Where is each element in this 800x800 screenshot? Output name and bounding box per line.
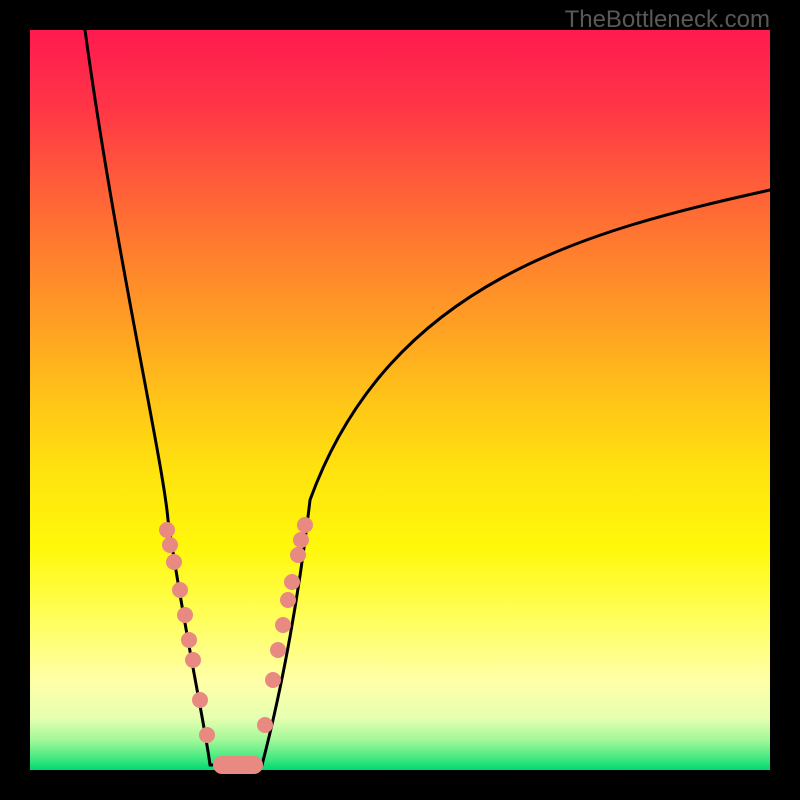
marker-right bbox=[290, 547, 306, 563]
marker-left bbox=[177, 607, 193, 623]
marker-right bbox=[265, 672, 281, 688]
marker-right bbox=[270, 642, 286, 658]
marker-right bbox=[293, 532, 309, 548]
marker-left bbox=[159, 522, 175, 538]
chart-container: TheBottleneck.com bbox=[0, 0, 800, 800]
marker-left bbox=[192, 692, 208, 708]
marker-right bbox=[297, 517, 313, 533]
plot-background bbox=[30, 30, 770, 770]
marker-left bbox=[162, 537, 178, 553]
watermark-text: TheBottleneck.com bbox=[565, 6, 770, 34]
marker-right bbox=[280, 592, 296, 608]
marker-left bbox=[181, 632, 197, 648]
marker-right bbox=[257, 717, 273, 733]
marker-left bbox=[199, 727, 215, 743]
marker-right bbox=[275, 617, 291, 633]
chart-svg bbox=[0, 0, 800, 800]
marker-left bbox=[166, 554, 182, 570]
marker-bottom-cluster bbox=[213, 756, 263, 774]
marker-left bbox=[172, 582, 188, 598]
marker-right bbox=[284, 574, 300, 590]
marker-left bbox=[185, 652, 201, 668]
